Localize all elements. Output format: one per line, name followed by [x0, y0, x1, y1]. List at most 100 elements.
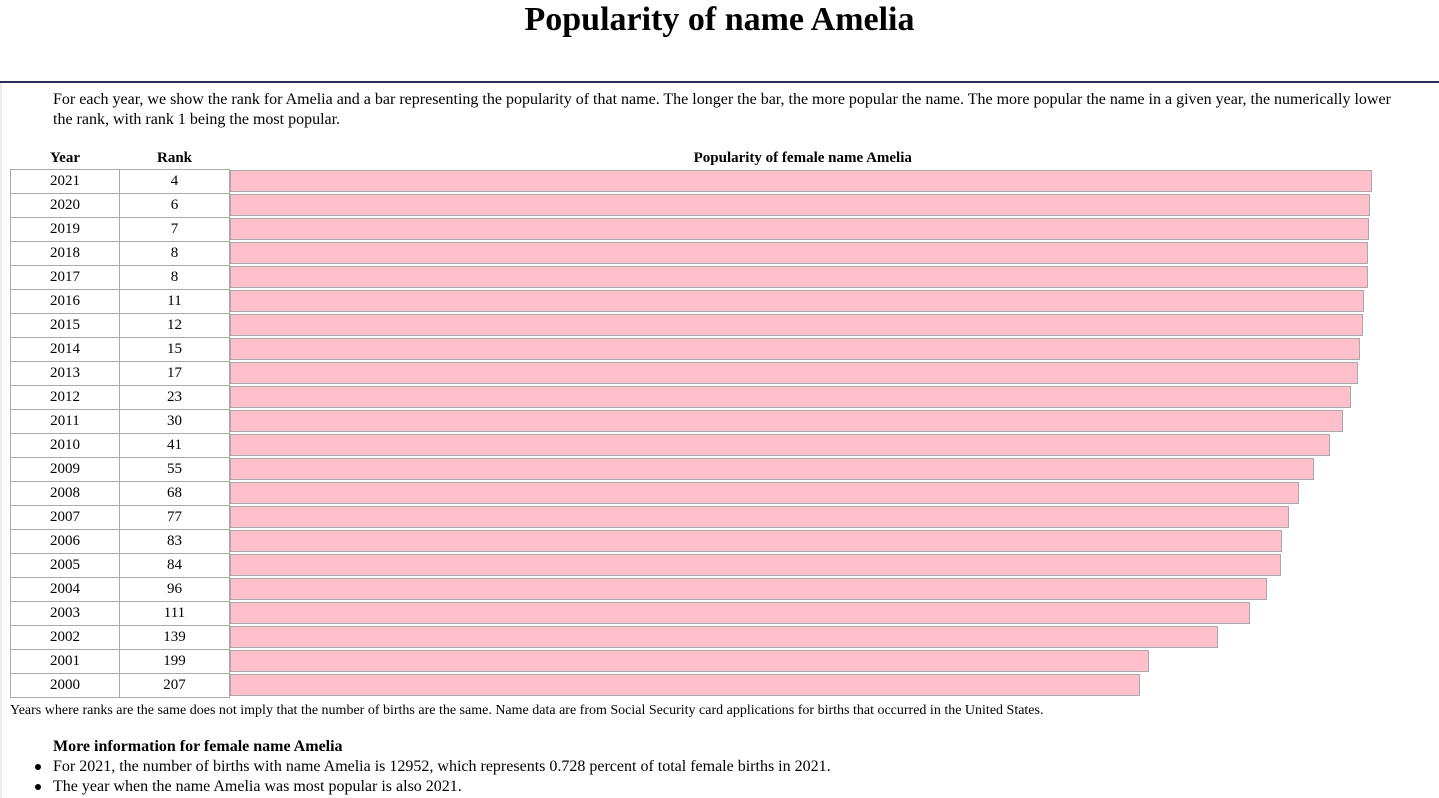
bar-cell	[230, 601, 1377, 626]
rank-cell: 96	[119, 577, 230, 602]
year-cell: 2004	[10, 577, 120, 602]
table-row: 2000 207	[10, 673, 1377, 698]
more-info-list: For 2021, the number of births with name…	[35, 757, 831, 797]
bar-cell	[230, 241, 1377, 266]
header-divider	[0, 81, 1439, 83]
popularity-bar	[230, 193, 1370, 216]
popularity-bar	[230, 409, 1343, 432]
more-info-title: More information for female name Amelia	[53, 738, 343, 755]
popularity-bar	[230, 577, 1267, 600]
popularity-bar	[230, 625, 1218, 648]
bar-cell	[230, 409, 1377, 434]
bar-cell	[230, 505, 1377, 530]
left-edge-divider	[0, 83, 2, 798]
bar-cell	[230, 625, 1377, 650]
footnote: Years where ranks are the same does not …	[10, 703, 1044, 718]
bar-cell	[230, 457, 1377, 482]
page-title: Popularity of name Amelia	[524, 1, 915, 38]
year-cell: 2018	[10, 241, 120, 266]
rank-cell: 15	[119, 337, 230, 362]
popularity-bar	[230, 385, 1351, 408]
table-row: 2011 30	[10, 409, 1377, 434]
rank-cell: 23	[119, 385, 230, 410]
year-cell: 2006	[10, 529, 120, 554]
year-cell: 2020	[10, 193, 120, 218]
bar-cell	[230, 289, 1377, 314]
year-cell: 2007	[10, 505, 120, 530]
table-row: 2004 96	[10, 577, 1377, 602]
table-row: 2015 12	[10, 313, 1377, 338]
table-header-row: Year Rank Popularity of female name Amel…	[11, 147, 1377, 170]
rank-cell: 55	[119, 457, 230, 482]
rank-cell: 12	[119, 313, 230, 338]
popularity-bar	[230, 241, 1368, 264]
table-row: 2012 23	[10, 385, 1377, 410]
year-cell: 2012	[10, 385, 120, 410]
year-cell: 2010	[10, 433, 120, 458]
list-item: The year when the name Amelia was most p…	[35, 777, 831, 797]
popularity-bar	[230, 217, 1369, 240]
popularity-bar	[230, 313, 1363, 336]
rank-cell: 207	[119, 673, 230, 698]
rank-cell: 139	[119, 625, 230, 650]
rank-cell: 199	[119, 649, 230, 674]
bar-cell	[230, 553, 1377, 578]
year-cell: 2019	[10, 217, 120, 242]
table-row: 2001 199	[10, 649, 1377, 674]
table-row: 2006 83	[10, 529, 1377, 554]
popularity-bar	[230, 169, 1372, 192]
popularity-bar	[230, 601, 1250, 624]
year-cell: 2009	[10, 457, 120, 482]
bar-cell	[230, 481, 1377, 506]
year-cell: 2011	[10, 409, 120, 434]
popularity-bar	[230, 337, 1360, 360]
year-cell: 2003	[10, 601, 120, 626]
table-row: 2005 84	[10, 553, 1377, 578]
rank-cell: 17	[119, 361, 230, 386]
rank-cell: 77	[119, 505, 230, 530]
rank-cell: 4	[119, 169, 230, 194]
bar-cell	[230, 673, 1377, 698]
table-row: 2020 6	[10, 193, 1377, 218]
table-row: 2018 8	[10, 241, 1377, 266]
year-cell: 2016	[10, 289, 120, 314]
rank-cell: 84	[119, 553, 230, 578]
table-row: 2021 4	[10, 169, 1377, 194]
table-row: 2007 77	[10, 505, 1377, 530]
rank-cell: 6	[119, 193, 230, 218]
bar-cell	[230, 361, 1377, 386]
list-item: For 2021, the number of births with name…	[35, 758, 831, 775]
rank-cell: 83	[119, 529, 230, 554]
bar-cell	[230, 193, 1377, 218]
table-row: 2010 41	[10, 433, 1377, 458]
table-row: 2019 7	[10, 217, 1377, 242]
popularity-bar	[230, 553, 1281, 576]
intro-text: For each year, we show the rank for Amel…	[53, 91, 1391, 128]
rank-cell: 8	[119, 241, 230, 266]
popularity-bar	[230, 289, 1364, 312]
rank-cell: 7	[119, 217, 230, 242]
rank-cell: 11	[119, 289, 230, 314]
year-cell: 2008	[10, 481, 120, 506]
rank-cell: 111	[119, 601, 230, 626]
bar-cell	[230, 577, 1377, 602]
popularity-bar	[230, 649, 1149, 672]
table-row: 2014 15	[10, 337, 1377, 362]
bar-cell	[230, 313, 1377, 338]
year-cell: 2001	[10, 649, 120, 674]
rank-table: Year Rank Popularity of female name Amel…	[10, 147, 1377, 698]
bar-cell	[230, 433, 1377, 458]
popularity-bar	[230, 505, 1289, 528]
popularity-bar	[230, 265, 1368, 288]
rank-cell: 8	[119, 265, 230, 290]
popularity-bar	[230, 481, 1299, 504]
popularity-bar	[230, 673, 1140, 696]
year-cell: 2000	[10, 673, 120, 698]
year-cell: 2014	[10, 337, 120, 362]
popularity-bar	[230, 361, 1358, 384]
table-row: 2003 111	[10, 601, 1377, 626]
bar-cell	[230, 265, 1377, 290]
rank-cell: 68	[119, 481, 230, 506]
table-row: 2008 68	[10, 481, 1377, 506]
popularity-column-header: Popularity of female name Amelia	[693, 149, 912, 166]
